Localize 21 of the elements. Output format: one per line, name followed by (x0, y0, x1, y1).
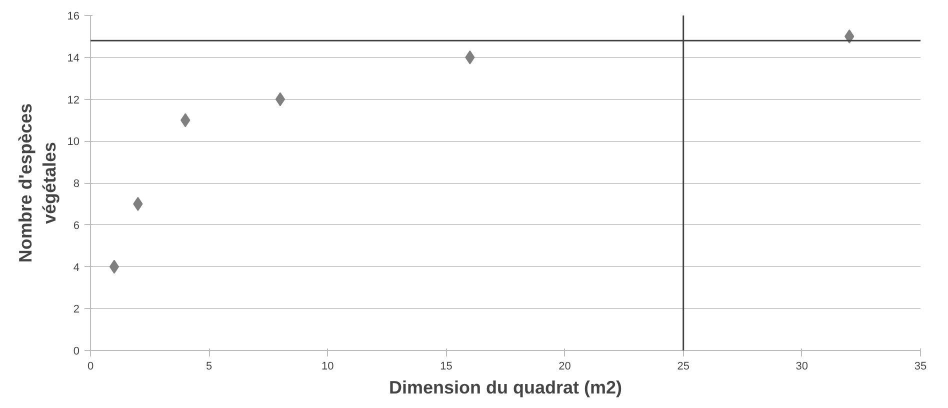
point (109, 260, 120, 274)
x-tick-label: 35 (914, 360, 927, 372)
x-tick-label: 5 (206, 360, 212, 372)
y-tick-label: 4 (73, 262, 80, 274)
x-tick-label: 20 (558, 360, 571, 372)
y-tick-label: 16 (67, 10, 80, 22)
y-tick-label: 12 (67, 94, 80, 106)
y-tick-label: 2 (73, 304, 80, 316)
y-axis-title: Nombre d'espèces végétales (15, 103, 60, 263)
y-tick-label: 0 (73, 346, 80, 358)
x-tick-label: 10 (322, 360, 334, 372)
y-tick-label: 10 (67, 136, 80, 148)
x-axis-title: Dimension du quadrat (m2) (388, 378, 622, 398)
point (275, 92, 286, 106)
x-tick-label: 0 (87, 360, 94, 372)
y-tick-label: 14 (67, 52, 80, 64)
x-tick-label: 25 (677, 360, 690, 372)
x-tick-label: 15 (440, 360, 452, 372)
x-tick-label: 30 (796, 360, 808, 372)
y-tick-label: 6 (73, 220, 80, 232)
y-tick-label: 8 (73, 178, 80, 190)
